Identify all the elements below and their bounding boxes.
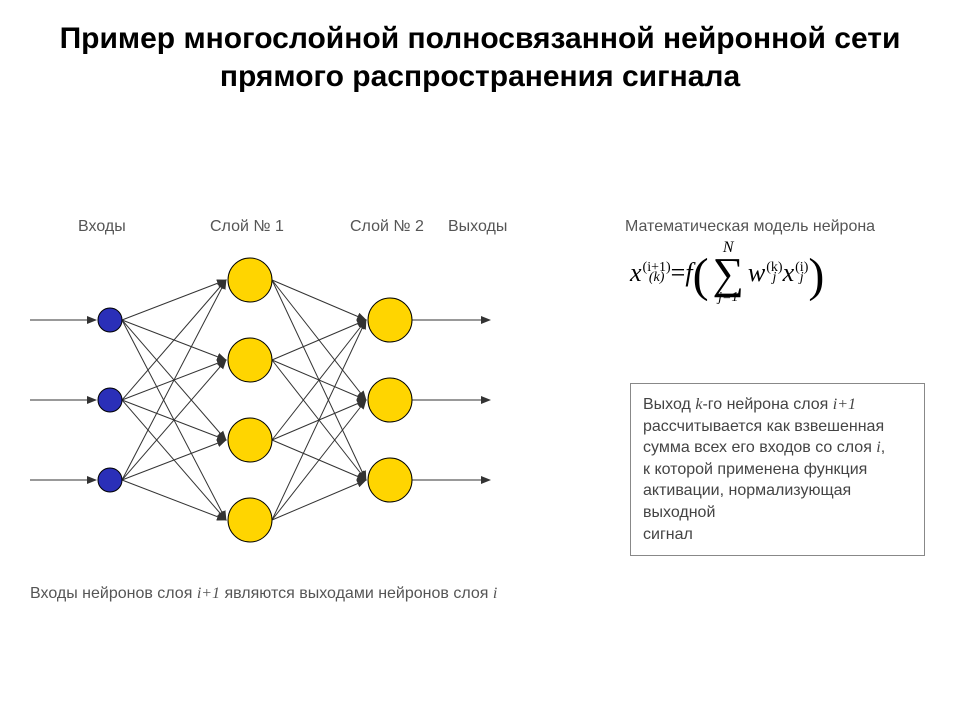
edge	[122, 440, 226, 480]
edge	[272, 320, 366, 360]
desc-l1c: -го нейрона слоя	[702, 396, 832, 413]
caption-post: являются выходами нейронов слоя	[220, 585, 493, 602]
edge	[122, 280, 226, 320]
desc-l1a: Выход	[643, 396, 695, 413]
formula-x2-indices: (i) j	[795, 259, 808, 287]
desc-l4: к которой применена функция	[643, 461, 867, 478]
network-diagram	[20, 210, 520, 580]
formula-x-sub: (k)	[649, 271, 665, 285]
desc-l3c: ,	[881, 439, 885, 456]
input-node	[98, 308, 122, 332]
desc-l2: рассчитывается как взвешенная	[643, 418, 884, 435]
input-node	[98, 388, 122, 412]
input-node	[98, 468, 122, 492]
formula-x2-sub: j	[800, 271, 804, 285]
edge	[272, 320, 366, 440]
formula-rparen: )	[808, 257, 824, 295]
label-math-model: Математическая модель нейрона	[625, 218, 875, 236]
edge	[122, 280, 226, 480]
desc-l3a: сумма всех его входов со слоя	[643, 439, 876, 456]
formula-w: w	[748, 258, 765, 288]
formula-w-sub: j	[772, 271, 776, 285]
desc-l6: сигнал	[643, 526, 693, 543]
layer1-node	[228, 258, 272, 302]
edge	[122, 360, 226, 480]
formula-x: x	[630, 258, 642, 288]
bottom-caption: Входы нейронов слоя i+1 являются выходам…	[30, 585, 497, 603]
description-box: Выход k-го нейрона слоя i+1 рассчитывает…	[630, 383, 925, 556]
desc-l1d: i+1	[833, 396, 856, 413]
formula-eq: =	[671, 258, 686, 288]
layer1-node	[228, 498, 272, 542]
formula-f: f	[685, 258, 692, 288]
formula-line: x (i+1) (k) = f ( N ∑ j=1 w (k) j x (i) …	[630, 240, 930, 305]
caption-var2: i	[493, 585, 497, 602]
caption-pre: Входы нейронов слоя	[30, 585, 197, 602]
formula-x-indices: (i+1) (k)	[643, 259, 671, 287]
desc-l5: активации, нормализующая выходной	[643, 482, 851, 521]
edge	[272, 400, 366, 520]
formula-x2: x	[783, 258, 795, 288]
formula-w-indices: (k) j	[766, 259, 782, 287]
formula-sum: N ∑ j=1	[713, 240, 744, 305]
edge	[122, 480, 226, 520]
slide: Пример многослойной полносвязанной нейро…	[0, 0, 960, 720]
layer2-node	[368, 458, 412, 502]
layer2-node	[368, 378, 412, 422]
layer1-node	[228, 338, 272, 382]
sigma-icon: ∑	[713, 256, 744, 291]
edge	[122, 280, 226, 400]
formula-lparen: (	[693, 257, 709, 295]
caption-var1: i+1	[197, 585, 220, 602]
formula-sum-bot: j=1	[718, 291, 738, 305]
layer1-node	[228, 418, 272, 462]
formula: x (i+1) (k) = f ( N ∑ j=1 w (k) j x (i) …	[630, 240, 930, 305]
layer2-node	[368, 298, 412, 342]
slide-title: Пример многослойной полносвязанной нейро…	[40, 20, 920, 95]
edge	[272, 320, 366, 520]
edge	[272, 280, 366, 320]
edge	[272, 480, 366, 520]
